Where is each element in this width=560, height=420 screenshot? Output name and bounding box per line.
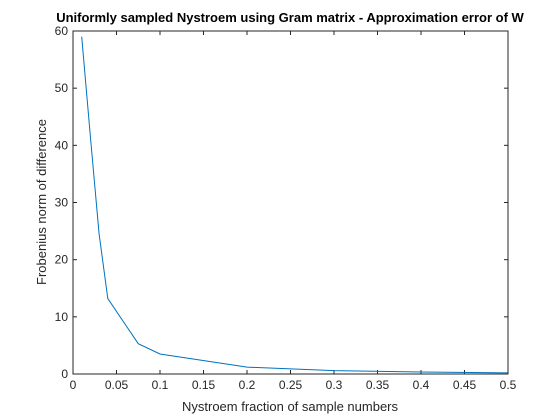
y-tick-label: 50	[55, 81, 69, 95]
x-tick-label: 0.05	[105, 378, 129, 392]
y-tick-label: 40	[55, 138, 69, 152]
x-tick-label: 0.4	[413, 378, 430, 392]
y-axis-label: Frobenius norm of difference	[34, 119, 49, 285]
y-tick-label: 0	[61, 367, 68, 381]
y-tick-label: 30	[55, 196, 69, 210]
x-tick-label: 0	[70, 378, 77, 392]
x-tick-label: 0.2	[239, 378, 256, 392]
y-tick-label: 10	[55, 310, 69, 324]
x-tick-label: 0.15	[192, 378, 216, 392]
x-tick-label: 0.45	[453, 378, 477, 392]
x-axis-label: Nystroem fraction of sample numbers	[182, 399, 399, 414]
x-tick-label: 0.5	[500, 378, 517, 392]
chart-title: Uniformly sampled Nystroem using Gram ma…	[56, 10, 524, 25]
series-line-0	[81, 36, 509, 374]
y-tick-label: 60	[55, 24, 69, 38]
series-layer	[81, 36, 509, 374]
y-tick-label: 20	[55, 253, 69, 267]
axes-box	[72, 30, 509, 375]
plot-area	[73, 31, 508, 374]
x-tick-label: 0.35	[366, 378, 390, 392]
x-tick-label: 0.3	[326, 378, 343, 392]
x-tick-label: 0.25	[279, 378, 303, 392]
x-tick-label: 0.1	[152, 378, 169, 392]
ticks-layer: 0 0.05 0.1 0.15 0.2 0.25 0.3 0.35 0.4 0.45 0.5 0 10 2…	[55, 24, 517, 392]
